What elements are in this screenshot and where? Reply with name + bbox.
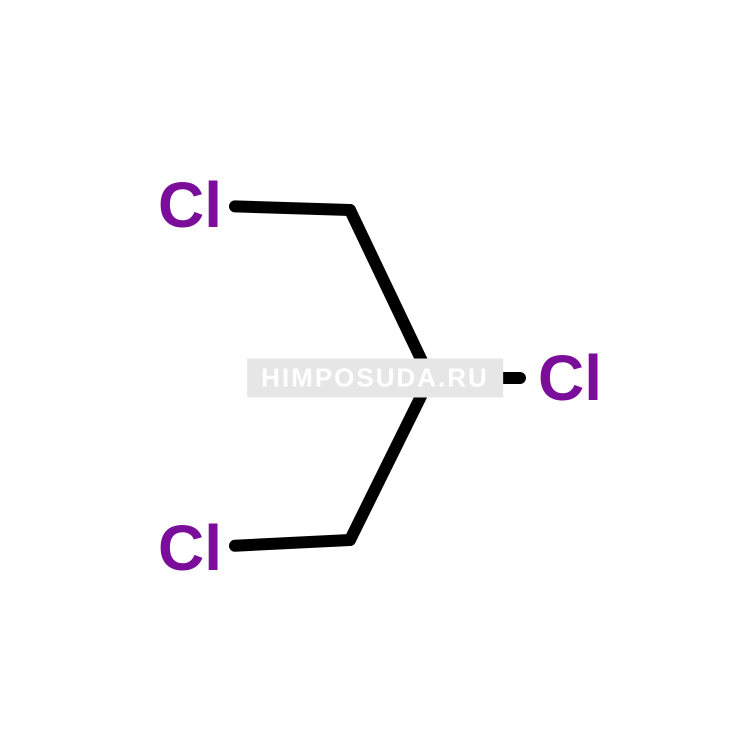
bond — [235, 206, 350, 210]
molecule-canvas: HIMPOSUDA.RU Cl Cl Cl — [0, 0, 750, 750]
atom-cl-top: Cl — [158, 168, 222, 242]
bond — [350, 378, 430, 540]
bond — [235, 540, 350, 546]
atom-cl-right: Cl — [538, 341, 602, 415]
bond — [350, 210, 430, 378]
atom-cl-bottom: Cl — [158, 511, 222, 585]
watermark: HIMPOSUDA.RU — [247, 359, 503, 398]
